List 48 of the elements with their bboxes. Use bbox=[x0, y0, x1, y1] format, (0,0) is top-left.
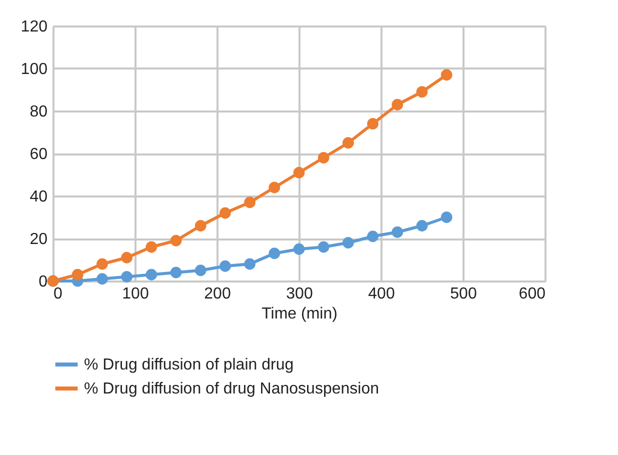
point bbox=[293, 166, 305, 178]
x-tick-label: 100 bbox=[122, 286, 149, 302]
point bbox=[244, 196, 256, 208]
point bbox=[367, 118, 378, 130]
point bbox=[220, 260, 231, 272]
y-tick-label: 120 bbox=[20, 18, 48, 36]
point bbox=[220, 207, 231, 219]
x-tick-label: 600 bbox=[518, 286, 546, 302]
x-tick-label: 400 bbox=[368, 286, 395, 302]
point bbox=[342, 237, 354, 248]
point bbox=[293, 243, 305, 255]
point bbox=[342, 137, 354, 149]
y-tick-label: 80 bbox=[30, 104, 48, 120]
x-tick-label: 0 bbox=[54, 286, 62, 302]
point bbox=[318, 241, 330, 253]
point bbox=[440, 212, 452, 223]
point bbox=[440, 69, 452, 81]
point bbox=[121, 252, 132, 264]
x-tick-label: 200 bbox=[204, 286, 231, 302]
point bbox=[416, 220, 428, 232]
legend-label: % Drug diffusion of drug Nanosuspension bbox=[84, 380, 379, 398]
x-tick-label: 300 bbox=[286, 286, 313, 302]
y-tick-label: 20 bbox=[30, 231, 48, 248]
point bbox=[146, 241, 158, 253]
point bbox=[392, 98, 404, 110]
point bbox=[367, 230, 378, 242]
point bbox=[244, 258, 256, 270]
point bbox=[416, 86, 428, 98]
point bbox=[170, 266, 182, 278]
x-tick-label: 500 bbox=[450, 286, 477, 302]
point bbox=[268, 182, 280, 194]
point bbox=[268, 248, 280, 260]
y-tick-label: 60 bbox=[30, 146, 48, 163]
point bbox=[146, 268, 158, 280]
point bbox=[318, 152, 330, 164]
point bbox=[194, 220, 206, 232]
point bbox=[72, 268, 84, 280]
legend-label: % Drug diffusion of plain drug bbox=[84, 356, 294, 374]
x-axis-title: Time (min) bbox=[262, 306, 338, 322]
point bbox=[96, 273, 108, 285]
point bbox=[121, 271, 132, 282]
y-tick-label: 40 bbox=[30, 188, 48, 206]
point bbox=[392, 226, 404, 238]
point bbox=[170, 234, 182, 246]
point bbox=[96, 258, 108, 270]
y-tick-label: 0 bbox=[38, 274, 48, 290]
point bbox=[194, 264, 206, 276]
y-tick-label: 100 bbox=[20, 61, 48, 78]
